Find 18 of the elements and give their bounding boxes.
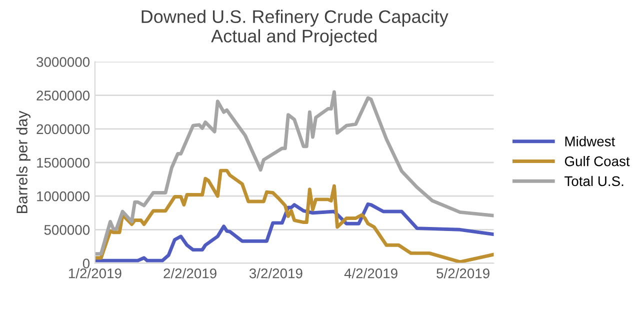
legend-label: Total U.S. bbox=[564, 176, 624, 186]
y-tick-label: 2000000 bbox=[36, 124, 90, 134]
chart-title: Downed U.S. Refinery Crude Capacity Actual and Projected bbox=[142, 10, 448, 46]
x-tick-label: 4/2/2019 bbox=[344, 268, 398, 278]
y-axis-title: Barrels per day bbox=[16, 110, 30, 214]
legend-label: Gulf Coast bbox=[564, 156, 630, 166]
legend-label: Midwest bbox=[565, 136, 616, 146]
x-tick-label: 2/2/2019 bbox=[164, 268, 216, 278]
y-tick-label: 3000000 bbox=[36, 57, 90, 67]
x-tick-label: 5/2/2019 bbox=[436, 268, 490, 278]
y-tick-label: 2500000 bbox=[36, 90, 90, 101]
x-tick-label: 1/2/2019 bbox=[68, 268, 122, 278]
y-tick-label: 1000000 bbox=[37, 191, 90, 202]
y-tick-label: 0 bbox=[82, 258, 90, 268]
y-tick-label: 500000 bbox=[44, 225, 90, 235]
x-tick-label: 3/2/2019 bbox=[249, 268, 302, 278]
y-tick-label: 1500000 bbox=[37, 158, 90, 168]
line-series bbox=[94, 90, 494, 256]
